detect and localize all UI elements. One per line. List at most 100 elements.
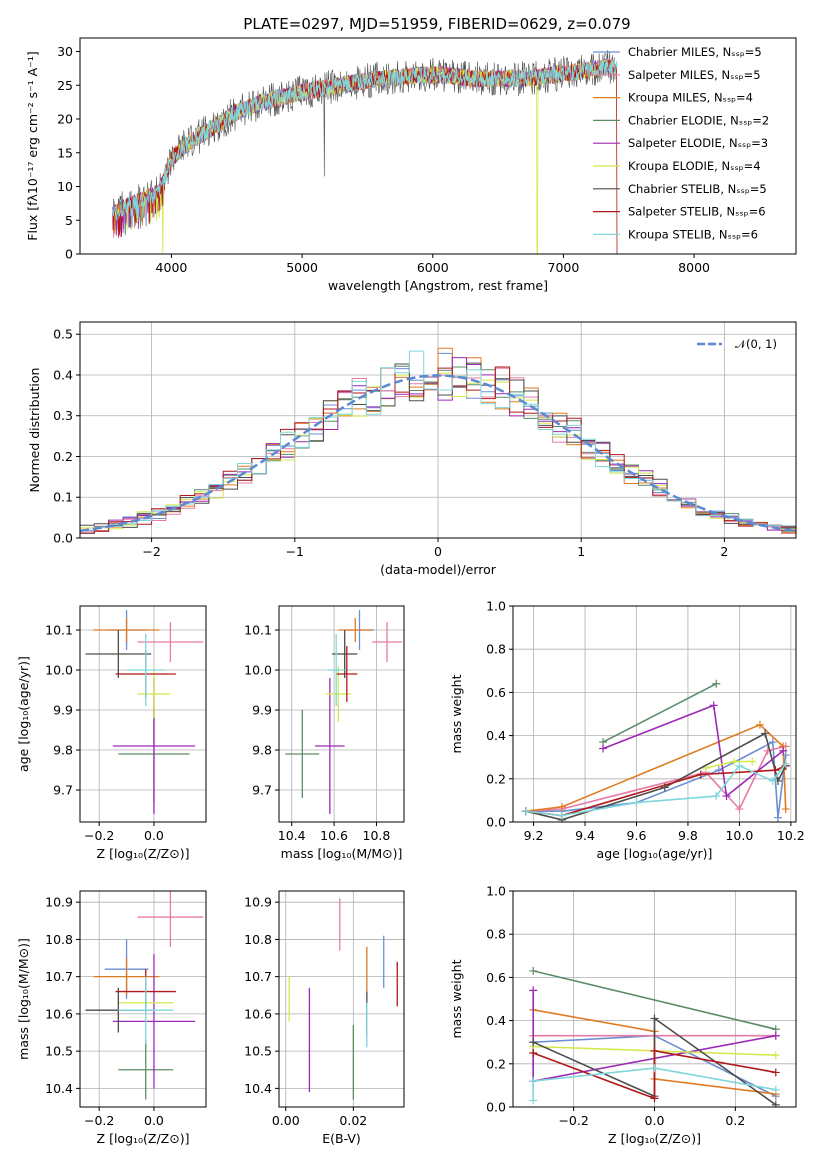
weight-marker: [529, 1096, 538, 1105]
weight-marker: [773, 813, 782, 822]
legend-label: Chabrier STELIB, Nₛₛₚ=5: [628, 182, 767, 196]
legend-label: Kroupa MILES, Nₛₛₚ=4: [628, 91, 753, 105]
weight-marker: [650, 1046, 659, 1055]
weight-marker: [779, 746, 788, 755]
x-tick-label: 10.6: [320, 828, 348, 843]
errorbar-point: [315, 678, 345, 814]
x-axis-label: (data-model)/error: [380, 562, 497, 577]
weight-marker: [529, 1077, 538, 1086]
axes-frame: [512, 605, 797, 823]
x-axis-label: age [log₁₀(age/yr)]: [597, 846, 713, 861]
weight-marker: [748, 757, 757, 766]
grid-mass-vs-ebv: [279, 891, 404, 1107]
weight-marker: [696, 770, 705, 779]
normal-curve: [80, 374, 796, 533]
plot-area-spectrum: [112, 50, 618, 254]
weight-line-3: [525, 723, 787, 812]
y-tick-label: 0.2: [486, 771, 506, 786]
y-tick-label: 10.4: [45, 1081, 73, 1096]
weight-marker: [529, 966, 538, 975]
y-tick-label: 0.3: [53, 408, 73, 423]
weight-marker: [730, 757, 739, 766]
y-tick-label: 10.4: [244, 1081, 272, 1096]
x-tick-label: 0.00: [272, 1113, 300, 1128]
y-tick-label: 10.7: [244, 969, 272, 984]
y-tick-label: 10.6: [244, 1006, 272, 1021]
y-axis-label: Normed distribution: [27, 368, 42, 493]
legend-label: Salpeter ELODIE, Nₛₛₚ=3: [628, 136, 768, 150]
x-tick-label: 0.0: [645, 1113, 665, 1128]
axes-residuals: −2 −1 0 1 2 0.0 0.1 0.2 0.3 0.4 0.5 (data-model)/er…: [27, 321, 797, 577]
weight-line-8: [532, 1049, 776, 1100]
weight-marker: [771, 1051, 780, 1060]
x-tick-label: 0.0: [144, 828, 164, 843]
y-tick-label: 20: [57, 112, 73, 127]
plot-area-mass-vs-ebv: [288, 898, 398, 1100]
weight-marker: [557, 811, 566, 820]
y-tick-label: 9.8: [252, 743, 272, 758]
weight-marker: [557, 802, 566, 811]
plot-area-mass-vs-z: [85, 891, 204, 1100]
x-tick-label: 1: [577, 544, 585, 559]
x-tick-label: −0.2: [84, 1113, 114, 1128]
y-tick-label: 10: [57, 179, 73, 194]
y-tick-label: 0.2: [486, 1056, 506, 1071]
y-tick-label: 10.0: [244, 663, 272, 678]
axes-frame: [278, 890, 405, 1108]
x-tick-label: 4000: [156, 260, 188, 275]
y-tick-label: 10.9: [244, 895, 272, 910]
x-tick-label: 9.6: [627, 828, 647, 843]
y-tick-label: 30: [57, 44, 73, 59]
y-axis-label: mass weight: [449, 674, 464, 753]
y-tick-label: 25: [57, 78, 73, 93]
errorbar-point: [336, 646, 358, 702]
y-tick-label: 0.4: [53, 367, 73, 382]
weight-marker: [650, 1064, 659, 1073]
weight-marker: [781, 805, 790, 814]
axes-spectrum: 4000 5000 6000 7000 8000 0 5 10 15 20 25 30 waveleng…: [25, 37, 797, 293]
errorbar-point: [118, 976, 174, 1044]
x-tick-label: 9.4: [575, 828, 595, 843]
y-tick-label: 10.5: [244, 1044, 272, 1059]
x-tick-label: 0.02: [339, 1113, 367, 1128]
x-tick-label: −2: [142, 544, 160, 559]
axes-mass-vs-ebv: 0.00 0.02 10.4 10.5 10.6 10.7 10.8 10.9 E(B-V): [244, 890, 405, 1146]
errorbar-point: [118, 1039, 174, 1100]
axes-frame: [79, 37, 797, 255]
y-tick-label: 9.7: [53, 783, 73, 798]
y-tick-label: 0.5: [53, 327, 73, 342]
y-tick-label: 9.8: [53, 743, 73, 758]
axes-frame: [79, 605, 207, 823]
y-tick-label: 0.4: [486, 728, 506, 743]
x-axis-label: Z [log₁₀(Z/Z⊙)]: [97, 1131, 190, 1146]
weight-marker: [755, 720, 764, 729]
weight-marker: [632, 798, 641, 807]
x-tick-label: 10.0: [725, 828, 753, 843]
weight-marker: [735, 805, 744, 814]
weight-marker: [650, 1094, 659, 1103]
x-tick-label: 0.0: [144, 1113, 164, 1128]
x-axis-label: Z [log₁₀(Z/Z⊙)]: [608, 1131, 701, 1146]
spectrum-legend: Chabrier MILES, Nₛₛₚ=5 Salpeter MILES, Nₛ…: [593, 45, 769, 241]
y-tick-label: 9.7: [252, 783, 272, 798]
weight-marker: [771, 1100, 780, 1107]
weight-marker: [599, 744, 608, 753]
legend-label: Kroupa ELODIE, Nₛₛₚ=4: [628, 159, 761, 173]
y-tick-label: 10.9: [45, 895, 73, 910]
weight-marker: [768, 738, 777, 747]
y-tick-label: 0.0: [486, 1100, 506, 1115]
weight-marker: [709, 701, 718, 710]
spectrum-line-9: [112, 59, 618, 228]
weight-marker: [768, 776, 777, 785]
weight-line-9: [532, 1067, 776, 1101]
x-tick-label: 0.2: [725, 1113, 745, 1128]
y-tick-label: 10.1: [45, 623, 73, 638]
grid-mass-vs-z: [80, 891, 206, 1107]
weight-marker: [761, 729, 770, 738]
y-tick-label: 0.6: [486, 685, 506, 700]
weight-marker: [722, 792, 731, 801]
y-tick-label: 10.8: [244, 932, 272, 947]
y-tick-label: 0.4: [486, 1013, 506, 1028]
axes-frame: [79, 321, 797, 539]
grid-age-vs-mass: [279, 606, 404, 822]
